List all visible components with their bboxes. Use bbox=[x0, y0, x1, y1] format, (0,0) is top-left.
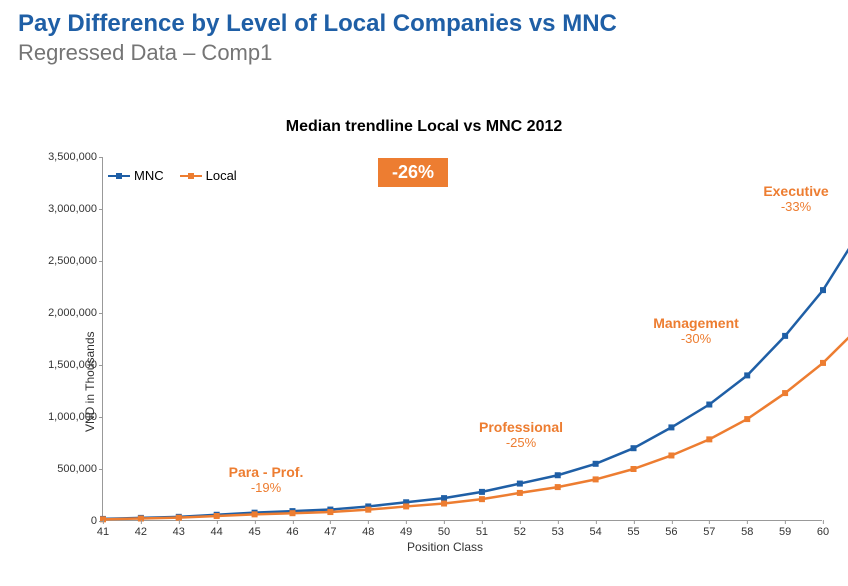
xaxis-label: Position Class bbox=[60, 540, 830, 554]
series-marker bbox=[593, 476, 599, 482]
ytick: 1,500,000 bbox=[43, 359, 103, 371]
series-marker bbox=[214, 513, 220, 519]
xtick: 42 bbox=[135, 520, 147, 538]
plot-area: 0500,0001,000,0001,500,0002,000,0002,500… bbox=[102, 157, 822, 521]
xtick: 60 bbox=[817, 520, 829, 538]
chart-annotation: Executive-33% bbox=[763, 183, 828, 214]
series-marker bbox=[555, 472, 561, 478]
xtick: 54 bbox=[590, 520, 602, 538]
chart-annotation: Management-30% bbox=[653, 315, 739, 346]
chart-title: Median trendline Local vs MNC 2012 bbox=[0, 118, 848, 136]
series-marker bbox=[706, 402, 712, 408]
xtick: 59 bbox=[779, 520, 791, 538]
series-marker bbox=[782, 333, 788, 339]
series-marker bbox=[782, 390, 788, 396]
xtick: 58 bbox=[741, 520, 753, 538]
chart-annotation: Professional-25% bbox=[479, 419, 563, 450]
chart-area: VND in Thousands 0500,0001,000,0001,500,… bbox=[60, 145, 830, 560]
series-marker bbox=[517, 490, 523, 496]
xtick: 49 bbox=[400, 520, 412, 538]
series-marker bbox=[479, 496, 485, 502]
xtick: 44 bbox=[211, 520, 223, 538]
series-line bbox=[103, 230, 848, 519]
ytick: 3,000,000 bbox=[43, 203, 103, 215]
xtick: 51 bbox=[476, 520, 488, 538]
ytick: 0 bbox=[43, 515, 103, 527]
series-marker bbox=[668, 424, 674, 430]
ytick: 500,000 bbox=[43, 463, 103, 475]
series-marker bbox=[631, 466, 637, 472]
xtick: 47 bbox=[324, 520, 336, 538]
xtick: 53 bbox=[552, 520, 564, 538]
ytick: 1,000,000 bbox=[43, 411, 103, 423]
page-title: Pay Difference by Level of Local Compani… bbox=[18, 10, 617, 38]
series-marker bbox=[706, 436, 712, 442]
xtick: 43 bbox=[173, 520, 185, 538]
xtick: 57 bbox=[703, 520, 715, 538]
ytick: 2,500,000 bbox=[43, 255, 103, 267]
series-marker bbox=[365, 507, 371, 513]
series-marker bbox=[441, 501, 447, 507]
series-marker bbox=[744, 416, 750, 422]
xtick: 50 bbox=[438, 520, 450, 538]
series-marker bbox=[289, 510, 295, 516]
ytick: 2,000,000 bbox=[43, 307, 103, 319]
series-marker bbox=[327, 509, 333, 515]
series-marker bbox=[668, 452, 674, 458]
series-line bbox=[103, 325, 848, 519]
series-marker bbox=[820, 360, 826, 366]
series-marker bbox=[555, 484, 561, 490]
series-marker bbox=[593, 461, 599, 467]
series-marker bbox=[403, 503, 409, 509]
series-marker bbox=[820, 287, 826, 293]
series-marker bbox=[441, 495, 447, 501]
page-subtitle: Regressed Data – Comp1 bbox=[18, 40, 272, 66]
xtick: 48 bbox=[362, 520, 374, 538]
chart-annotation: Para - Prof.-19% bbox=[229, 464, 304, 495]
series-marker bbox=[252, 511, 258, 517]
series-marker bbox=[517, 481, 523, 487]
ytick: 3,500,000 bbox=[43, 151, 103, 163]
series-marker bbox=[744, 372, 750, 378]
xtick: 46 bbox=[286, 520, 298, 538]
series-marker bbox=[479, 489, 485, 495]
xtick: 41 bbox=[97, 520, 109, 538]
xtick: 55 bbox=[627, 520, 639, 538]
xtick: 56 bbox=[665, 520, 677, 538]
series-marker bbox=[631, 445, 637, 451]
xtick: 45 bbox=[248, 520, 260, 538]
xtick: 52 bbox=[514, 520, 526, 538]
